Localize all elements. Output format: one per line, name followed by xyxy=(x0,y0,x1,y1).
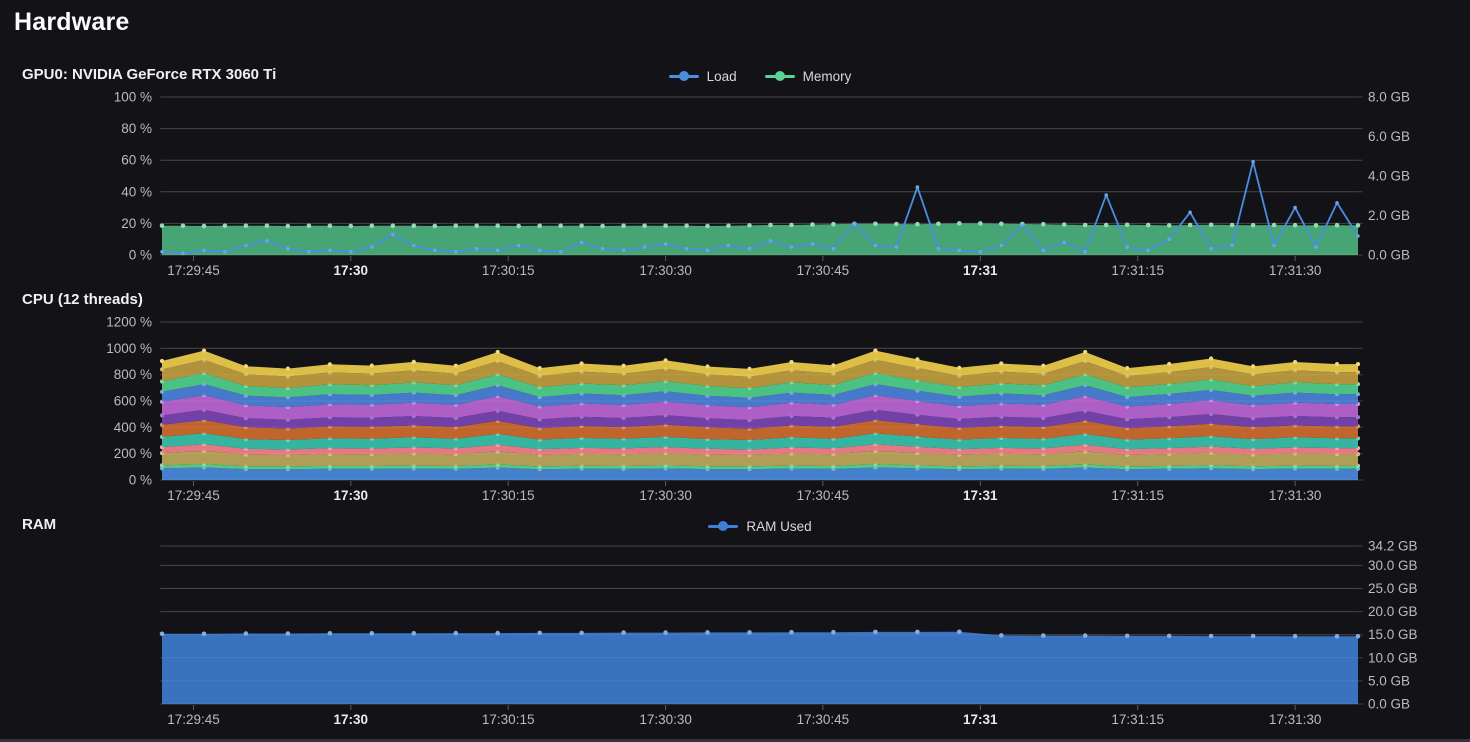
cpu-y-left-tick-label: 200 % xyxy=(114,446,152,461)
ram-x-tick-label: 17:29:45 xyxy=(167,712,220,727)
section-title-ram: RAM xyxy=(22,516,57,533)
ram-area-points xyxy=(159,629,1361,639)
cpu-series-thread-12-points xyxy=(159,348,1361,371)
cpu-x-tick-label: 17:30 xyxy=(334,488,369,503)
page-title: Hardware xyxy=(14,8,130,36)
ram-x-tick-label: 17:31:30 xyxy=(1269,712,1322,727)
cpu-y-left-tick-label: 1000 % xyxy=(106,341,152,356)
gpu-chart: 0 % 20 % 40 % 60 % 80 % 100 % 0.0 GB 2.0 GB 4.0 … xyxy=(114,87,1410,279)
ram-x-tick-label: 17:30:30 xyxy=(639,712,692,727)
ram-x-tick-label: 17:31:15 xyxy=(1111,712,1164,727)
ram-x-tick-label: 17:30:15 xyxy=(482,712,535,727)
cpu-y-left-tick-label: 400 % xyxy=(114,420,152,435)
cpu-series-thread-12 xyxy=(159,348,1361,377)
gpu-y-right-tick-label: 2.0 GB xyxy=(1368,208,1410,223)
gpu-x-tick-label: 17:31:30 xyxy=(1269,263,1322,278)
cpu-x-tick-label: 17:31:15 xyxy=(1111,488,1164,503)
ram-x-tick-label: 17:30:45 xyxy=(797,712,850,727)
ram-series-ram-used xyxy=(159,629,1361,704)
ram-y-right-tick-label: 20.0 GB xyxy=(1368,604,1418,619)
ram-y-right-tick-label: 30.0 GB xyxy=(1368,558,1418,573)
gpu-x-tick-label: 17:30 xyxy=(334,263,369,278)
gpu-y-right-tick-label: 8.0 GB xyxy=(1368,90,1410,105)
cpu-x-tick-label: 17:30:30 xyxy=(639,488,692,503)
gpu-y-right-tick-label: 4.0 GB xyxy=(1368,169,1410,184)
gpu-area-points xyxy=(159,221,1361,229)
legend-marker-icon xyxy=(708,521,739,531)
ram-plot-area[interactable] xyxy=(162,536,1358,704)
cpu-x-tick-label: 17:31 xyxy=(963,488,998,503)
gpu-y-right-tick-label: 6.0 GB xyxy=(1368,129,1410,144)
gpu-y-left-tick-label: 20 % xyxy=(121,216,152,231)
gpu-series-memory xyxy=(159,221,1361,255)
ram-x-tick-label: 17:31 xyxy=(963,712,998,727)
legend-marker-icon xyxy=(668,71,699,81)
gpu-plot-area[interactable] xyxy=(162,87,1358,255)
ram-y-right-tick-label: 15.0 GB xyxy=(1368,627,1418,642)
gpu-x-tick-label: 17:29:45 xyxy=(167,263,220,278)
gpu-x-tick-label: 17:31 xyxy=(963,263,998,278)
gpu-legend: Load Memory xyxy=(162,66,1358,86)
legend-marker-icon xyxy=(764,71,795,81)
gpu-line-points xyxy=(160,160,1360,256)
gpu-legend-item-load[interactable]: Load xyxy=(668,68,737,84)
gpu-y-left-tick-label: 0 % xyxy=(129,248,152,263)
cpu-y-left-tick-label: 0 % xyxy=(129,473,152,488)
gpu-x-tick-label: 17:30:15 xyxy=(482,263,535,278)
gpu-legend-item-memory[interactable]: Memory xyxy=(764,68,852,84)
cpu-x-tick-label: 17:30:45 xyxy=(797,488,850,503)
cpu-x-tick-label: 17:29:45 xyxy=(167,488,220,503)
ram-legend-item-ram-used[interactable]: RAM Used xyxy=(708,518,812,534)
cpu-y-left-tick-label: 600 % xyxy=(114,394,152,409)
section-title-gpu: GPU0: NVIDIA GeForce RTX 3060 Ti xyxy=(22,66,277,83)
ram-chart: 0.0 GB 5.0 GB 10.0 GB 15.0 GB 20.0 GB 25.0 GB… xyxy=(159,536,1418,727)
ram-y-right-tick-label: 25.0 GB xyxy=(1368,581,1418,596)
ram-y-right-tick-label: 34.2 GB xyxy=(1368,539,1418,554)
gpu-y-left-tick-label: 80 % xyxy=(121,121,152,136)
gpu-y-left-tick-label: 100 % xyxy=(114,90,152,105)
cpu-y-left-tick-label: 800 % xyxy=(114,367,152,382)
legend-label: Load xyxy=(706,68,737,84)
cpu-series-thread-3 xyxy=(159,448,1361,467)
ram-y-right-tick-label: 10.0 GB xyxy=(1368,650,1418,665)
bottom-scrollbar-track[interactable] xyxy=(0,739,1470,742)
legend-label: RAM Used xyxy=(746,518,812,534)
legend-label: Memory xyxy=(802,68,852,84)
ram-y-right-tick-label: 0.0 GB xyxy=(1368,697,1410,712)
section-title-cpu: CPU (12 threads) xyxy=(22,291,143,308)
cpu-chart: 0 % 200 % 400 % 600 % 800 % 1000 % 1200 % 17:29… xyxy=(106,312,1363,503)
gpu-y-left-tick-label: 40 % xyxy=(121,184,152,199)
gpu-y-left-tick-label: 60 % xyxy=(121,153,152,168)
cpu-plot-area[interactable] xyxy=(162,312,1358,480)
cpu-x-tick-label: 17:31:30 xyxy=(1269,488,1322,503)
ram-y-right-tick-label: 5.0 GB xyxy=(1368,673,1410,688)
ram-legend: RAM Used xyxy=(162,516,1358,536)
ram-x-tick-label: 17:30 xyxy=(334,712,369,727)
gpu-x-tick-label: 17:30:45 xyxy=(797,263,850,278)
gpu-x-tick-label: 17:30:30 xyxy=(639,263,692,278)
gpu-series-load xyxy=(160,160,1360,256)
cpu-y-left-tick-label: 1200 % xyxy=(106,315,152,330)
cpu-x-tick-label: 17:30:15 xyxy=(482,488,535,503)
gpu-x-tick-label: 17:31:15 xyxy=(1111,263,1164,278)
gpu-y-right-tick-label: 0.0 GB xyxy=(1368,248,1410,263)
